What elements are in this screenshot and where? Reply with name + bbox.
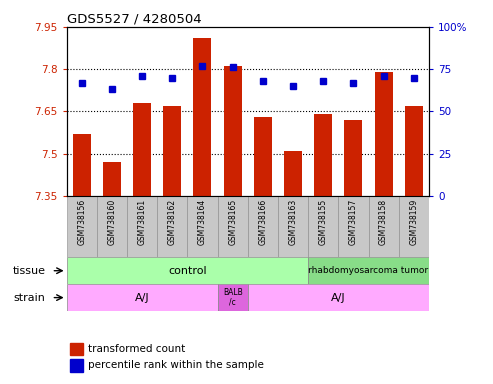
Bar [368, 196, 399, 257]
Text: strain: strain [13, 293, 45, 303]
Bar [314, 114, 332, 196]
Bar [338, 196, 368, 257]
Bar [70, 359, 83, 372]
Bar [344, 120, 362, 196]
Text: percentile rank within the sample: percentile rank within the sample [88, 360, 264, 370]
Text: GSM738162: GSM738162 [168, 199, 177, 245]
Text: GSM738166: GSM738166 [258, 199, 267, 245]
Bar [405, 106, 423, 196]
Bar [127, 196, 157, 257]
Text: control: control [168, 266, 207, 276]
Text: GSM738157: GSM738157 [349, 199, 358, 245]
Bar [67, 196, 97, 257]
Text: A/J: A/J [135, 293, 149, 303]
Bar [217, 284, 247, 311]
Bar [67, 257, 308, 284]
Text: rhabdomyosarcoma tumor: rhabdomyosarcoma tumor [309, 266, 428, 275]
Bar [278, 196, 308, 257]
Bar [193, 38, 211, 196]
Bar [103, 162, 121, 196]
Bar [284, 151, 302, 196]
Bar [248, 196, 278, 257]
Text: transformed count: transformed count [88, 344, 185, 354]
Bar [223, 66, 242, 196]
Text: BALB
/c: BALB /c [223, 288, 243, 307]
Text: GSM738156: GSM738156 [77, 199, 86, 245]
Text: GSM738165: GSM738165 [228, 199, 237, 245]
Bar [308, 257, 429, 284]
Bar [133, 103, 151, 196]
Bar [97, 196, 127, 257]
Text: GSM738155: GSM738155 [318, 199, 328, 245]
Bar [308, 196, 338, 257]
Bar [399, 196, 429, 257]
Bar [375, 72, 392, 196]
Bar [163, 106, 181, 196]
Text: tissue: tissue [12, 266, 45, 276]
Text: GSM738164: GSM738164 [198, 199, 207, 245]
Text: GDS5527 / 4280504: GDS5527 / 4280504 [67, 13, 201, 26]
Text: GSM738160: GSM738160 [107, 199, 116, 245]
Bar [67, 284, 217, 311]
Bar [248, 284, 429, 311]
Text: GSM738163: GSM738163 [288, 199, 298, 245]
Bar [254, 117, 272, 196]
Text: GSM738158: GSM738158 [379, 199, 388, 245]
Text: GSM738159: GSM738159 [409, 199, 419, 245]
Bar [187, 196, 217, 257]
Bar [157, 196, 187, 257]
Bar [72, 134, 91, 196]
Bar [70, 343, 83, 355]
Text: A/J: A/J [331, 293, 346, 303]
Bar [217, 196, 247, 257]
Text: GSM738161: GSM738161 [138, 199, 146, 245]
